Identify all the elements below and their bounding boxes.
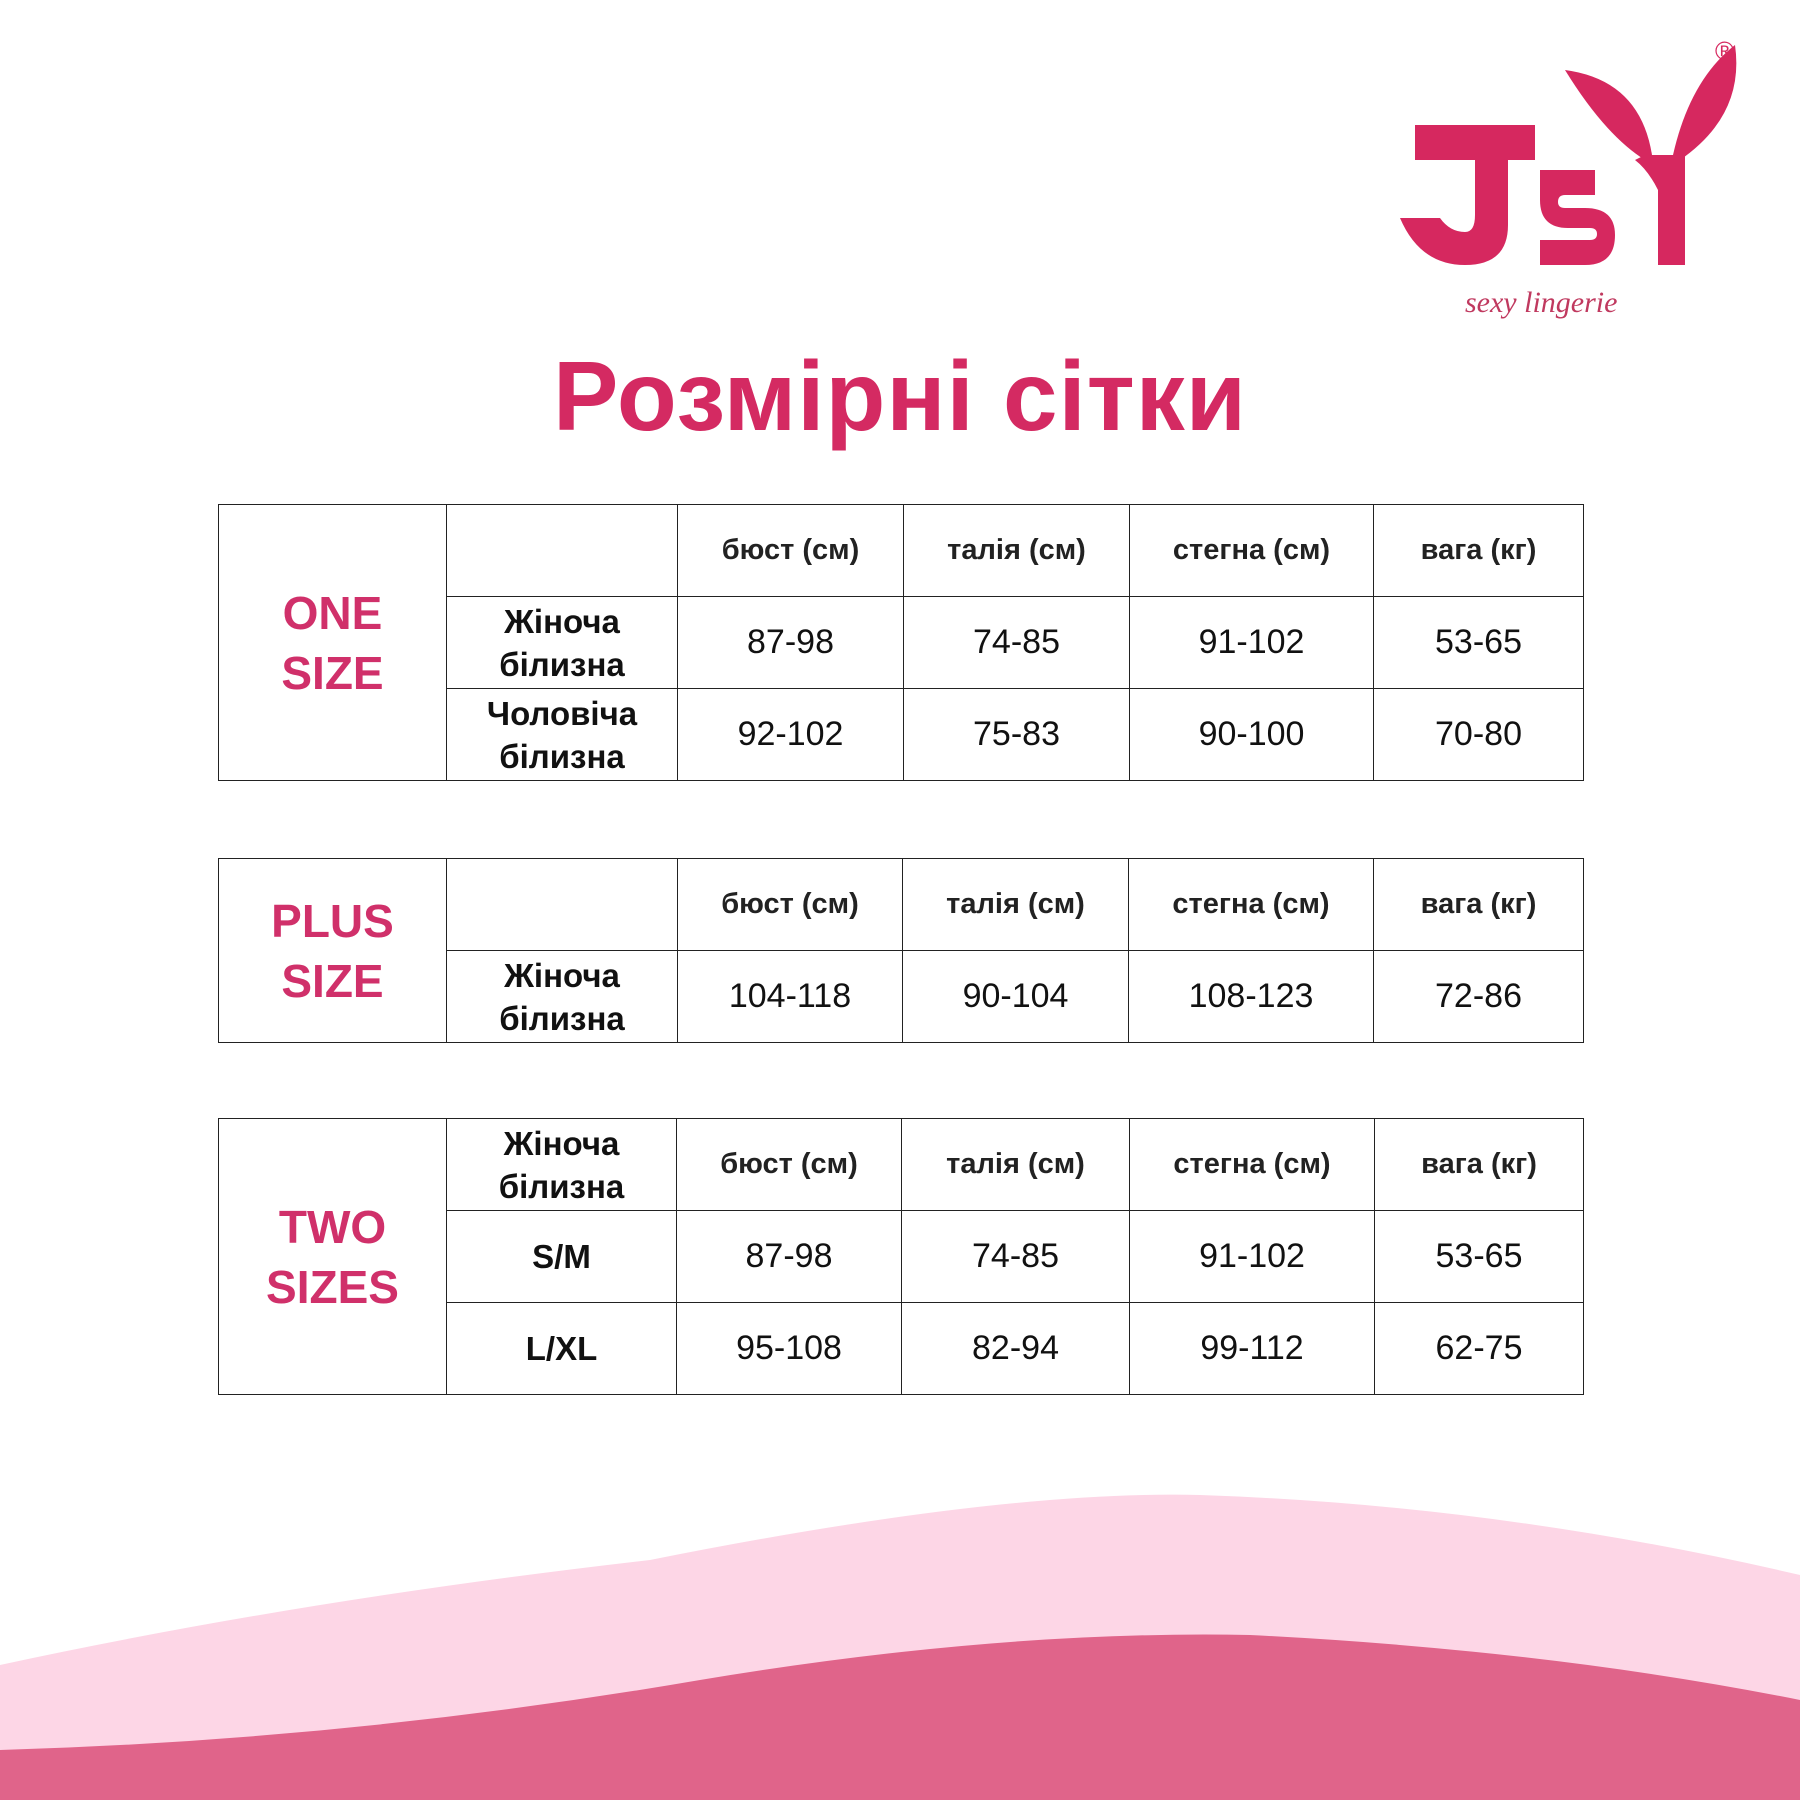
cell: 53-65 [1374, 1210, 1584, 1303]
size-label: PLUS SIZE [218, 858, 447, 1043]
cell: 92-102 [677, 688, 904, 781]
column-header: бюст (см) [677, 504, 904, 597]
table-row: L/XL 95-108 82-94 99-112 62-75 [219, 1302, 1584, 1395]
column-header: талія (см) [903, 504, 1130, 597]
empty-header-cell [446, 858, 678, 951]
cell: 95-108 [676, 1302, 902, 1395]
cell: 87-98 [676, 1210, 902, 1303]
table-header-row: ONE SIZE бюст (см) талія (см) стегна (см)… [218, 504, 1584, 781]
brand-tagline: sexy lingerie [1465, 286, 1617, 319]
table-row: Жіноча білизна 87-98 74-85 91-102 53-65 [219, 596, 1584, 689]
cell: 72-86 [1373, 950, 1584, 1043]
cell: 74-85 [903, 596, 1130, 689]
cell: 53-65 [1373, 596, 1584, 689]
row-label: Чоловіча білизна [446, 688, 678, 781]
column-header: вага (кг) [1374, 1118, 1584, 1211]
column-header: бюст (см) [676, 1118, 902, 1211]
cell: 74-85 [901, 1210, 1130, 1303]
size-label: TWO SIZES [218, 1118, 447, 1395]
column-header: стегна (см) [1128, 858, 1374, 951]
column-header: бюст (см) [677, 858, 903, 951]
column-header: вага (кг) [1373, 858, 1584, 951]
one-size-table: ONE SIZE бюст (см) талія (см) стегна (см)… [218, 504, 1584, 781]
cell: 90-100 [1129, 688, 1374, 781]
plus-size-table: PLUS SIZE бюст (см) талія (см) стегна (см… [218, 858, 1584, 1043]
column-header: талія (см) [902, 858, 1129, 951]
cell: 87-98 [677, 596, 904, 689]
jsy-logo: ® sexy lingerie [1400, 36, 1737, 319]
cell: 99-112 [1129, 1302, 1375, 1395]
header-label: Жіноча білизна [446, 1118, 677, 1211]
wave-dark [0, 1634, 1800, 1800]
registered-mark: ® [1715, 36, 1734, 66]
cell: 108-123 [1128, 950, 1374, 1043]
row-label: L/XL [446, 1302, 677, 1395]
row-label: S/M [446, 1210, 677, 1303]
cell: 70-80 [1373, 688, 1584, 781]
column-header: стегна (см) [1129, 1118, 1375, 1211]
table-header-row: PLUS SIZE бюст (см) талія (см) стегна (см… [218, 858, 1584, 1043]
cell: 82-94 [901, 1302, 1130, 1395]
cell: 75-83 [903, 688, 1130, 781]
cell: 91-102 [1129, 1210, 1375, 1303]
table-header-row: TWO SIZES Жіноча білизна бюст (см) талія (… [218, 1118, 1584, 1395]
row-label: Жіноча білизна [446, 596, 678, 689]
cell: 62-75 [1374, 1302, 1584, 1395]
table-row: Жіноча білизна 104-118 90-104 108-123 72-… [219, 950, 1584, 1043]
cell: 104-118 [677, 950, 903, 1043]
column-header: вага (кг) [1373, 504, 1584, 597]
size-label: ONE SIZE [218, 504, 447, 781]
cell: 90-104 [902, 950, 1129, 1043]
row-label: Жіноча білизна [446, 950, 678, 1043]
table-row: Чоловіча білизна 92-102 75-83 90-100 70-8… [219, 688, 1584, 781]
cell: 91-102 [1129, 596, 1374, 689]
page-title: Розмірні сітки [552, 341, 1248, 451]
column-header: стегна (см) [1129, 504, 1374, 597]
two-sizes-table: TWO SIZES Жіноча білизна бюст (см) талія (… [218, 1118, 1584, 1395]
empty-header-cell [446, 504, 678, 597]
decorative-wave [0, 1494, 1800, 1800]
table-row: S/M 87-98 74-85 91-102 53-65 [219, 1210, 1584, 1303]
column-header: талія (см) [901, 1118, 1130, 1211]
